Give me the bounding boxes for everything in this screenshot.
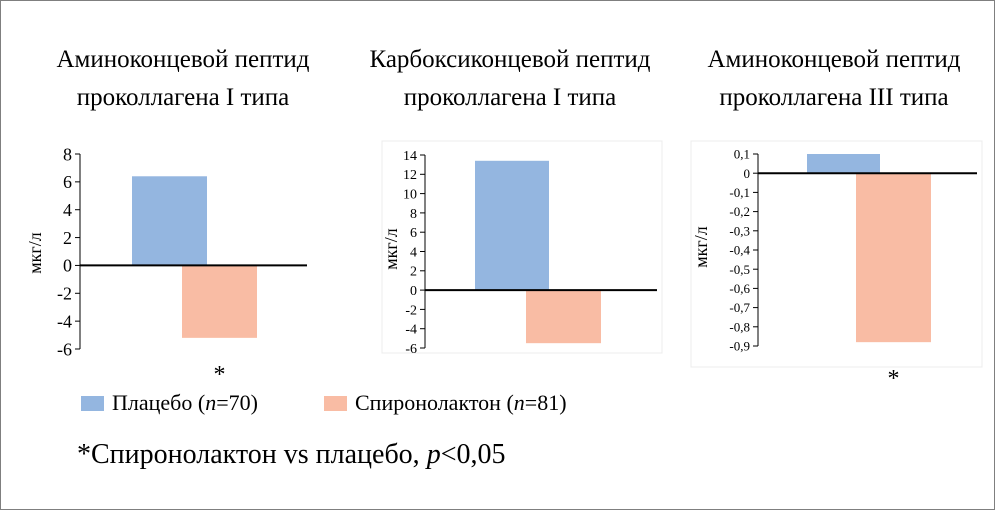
chart1-y-axis-label: мкг/л: [25, 232, 45, 274]
legend-placebo-count: =70): [216, 390, 258, 415]
chart3-title: Аминоконцевой пептид проколлагена III ти…: [684, 41, 984, 117]
chart2-tick-label: -2: [405, 303, 417, 318]
chart2-tick-label: 10: [403, 188, 417, 203]
chart2-bar-placebo: [475, 160, 549, 291]
footnote-p: p: [426, 439, 441, 470]
chart1-tick-label: 2: [63, 228, 72, 248]
chart2-tick-label: -4: [405, 323, 417, 338]
chart2-tick-label: 0: [410, 284, 417, 299]
chart3-title-line2: проколлагена III типа: [719, 84, 949, 111]
chart3-panel-outline: [690, 140, 983, 368]
chart1-tick-label: 0: [63, 256, 72, 276]
legend-spironolactone-count: =81): [524, 390, 567, 415]
legend-spironolactone-text: Спиронолактон (: [355, 390, 514, 415]
footnote: *Спиронолактон vs плацебо, p<0,05: [77, 439, 505, 471]
chart2-tick-label: 12: [403, 168, 417, 183]
legend-spironolactone-n: n: [513, 390, 525, 415]
legend-spironolactone-swatch: [324, 395, 347, 411]
chart1-title: Аминоконцевой пептид проколлагена I типа: [33, 41, 333, 117]
chart3-tick-label: 0,1: [734, 147, 750, 162]
chart3-tick-label: -0,1: [729, 185, 750, 200]
chart1-title-line1: Аминоконцевой пептид: [56, 46, 310, 73]
chart1-tick-label: 4: [63, 200, 72, 220]
chart3-tick-label: 0: [744, 166, 751, 181]
chart1-bar-placebo: [132, 176, 207, 266]
chart2-title-line1: Карбоксиконцевой пептид: [369, 46, 651, 73]
chart2-panel-outline: [381, 140, 663, 354]
footnote-suffix: <0,05: [440, 439, 506, 470]
chart3-tick-label: -0,9: [729, 339, 750, 354]
chart3-tick-label: -0,7: [729, 300, 750, 315]
chart2-title-line2: проколлагена I типа: [403, 84, 617, 111]
legend-spironolactone: Спиронолактон (n=81): [324, 390, 567, 416]
legend-placebo-text: Плацебо (: [112, 390, 206, 415]
chart3-tick-label: -0,6: [729, 281, 750, 296]
chart3-tick-label: -0,3: [729, 223, 750, 238]
legend-placebo: Плацебо (n=70): [81, 390, 258, 416]
footnote-prefix: *Спиронолактон vs плацебо,: [77, 439, 427, 470]
chart3-tick-label: -0,8: [729, 319, 750, 334]
chart1-tick-label: -2: [57, 284, 72, 304]
legend-placebo-n: n: [205, 390, 217, 415]
chart2-tick-label: 6: [410, 226, 417, 241]
chart2-title: Карбоксиконцевой пептид проколлагена I т…: [348, 41, 672, 117]
chart1-bar-spironolactone: [182, 265, 257, 338]
chart2-tick-label: 2: [410, 265, 417, 280]
chart3-tick-label: -0,4: [729, 243, 750, 258]
chart3-title-line1: Аминоконцевой пептид: [707, 46, 961, 73]
chart2-tick-label: 4: [410, 245, 417, 260]
chart1-significance-mark: *: [214, 362, 226, 388]
chart2-tick-label: 14: [403, 149, 417, 164]
chart1-title-line2: проколлагена I типа: [76, 84, 290, 111]
chart3-y-axis-label: мкг/л: [691, 226, 711, 268]
chart1-tick-label: 8: [63, 144, 72, 164]
chart3-bar-placebo: [807, 154, 880, 174]
chart1-tick-label: -4: [57, 311, 72, 331]
chart3-tick-label: -0,5: [729, 262, 750, 277]
chart2-y-axis-label: мкг/л: [381, 228, 401, 270]
chart2-bar-spironolactone: [526, 290, 601, 344]
chart1-tick-label: -6: [57, 339, 72, 359]
chart2-tick-label: 8: [410, 207, 417, 222]
legend-placebo-swatch: [81, 395, 104, 411]
chart3-significance-mark: *: [888, 366, 900, 392]
legend-spironolactone-label: Спиронолактон (n=81): [355, 390, 567, 416]
chart3-tick-label: -0,2: [729, 204, 750, 219]
legend-placebo-label: Плацебо (n=70): [112, 390, 258, 416]
chart3-bar-spironolactone: [856, 173, 931, 343]
chart2-tick-label: -6: [405, 342, 417, 357]
chart1-tick-label: 6: [63, 172, 72, 192]
